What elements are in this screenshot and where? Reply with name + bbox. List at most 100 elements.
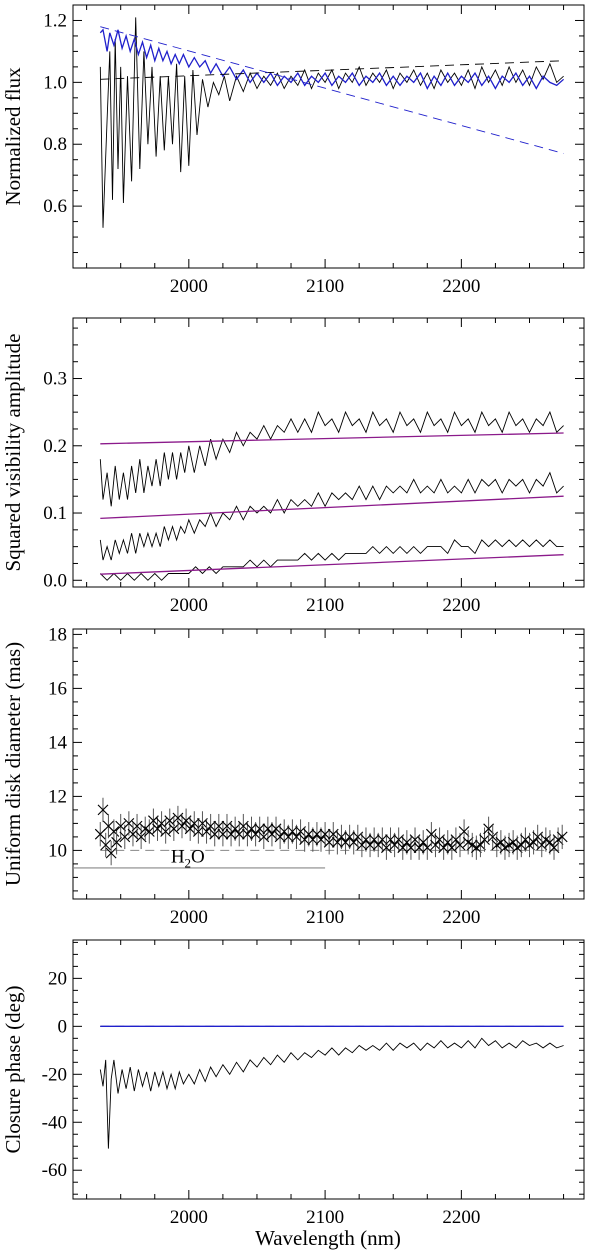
y-tick-label: -40 [42, 1112, 67, 1133]
data-point [475, 839, 486, 851]
data-point [160, 826, 172, 837]
series-line-reference [100, 60, 564, 80]
series-line-observed [99, 17, 564, 228]
data-point [507, 836, 519, 848]
x-tick-label: 2100 [306, 1207, 344, 1228]
data-point [295, 826, 306, 837]
data-point [446, 842, 458, 854]
x-tick-label: 2000 [170, 1207, 208, 1228]
data-point [515, 839, 527, 851]
x-tick-label: 2000 [170, 595, 208, 616]
data-point [336, 831, 347, 843]
data-point [389, 839, 400, 851]
data-point [156, 818, 167, 829]
data-point [168, 823, 180, 835]
data-point [225, 828, 237, 840]
panel-2: 0.0 0.1 0.2 0.3 2000 2100 2200 Squared visibili… [1, 317, 585, 616]
data-point [105, 847, 117, 859]
data-point [184, 823, 196, 835]
data-point [544, 836, 556, 848]
data-point [108, 826, 120, 837]
data-point [352, 831, 364, 843]
y-axis-title: Normalized flux [1, 67, 25, 206]
data-point [434, 834, 445, 845]
data-point [246, 823, 257, 835]
data-point [360, 834, 372, 845]
data-point [327, 828, 339, 840]
y-tick-label: 0.2 [43, 436, 67, 457]
data-point [483, 823, 495, 835]
data-point [344, 831, 356, 843]
data-point [164, 815, 176, 827]
data-point [148, 815, 159, 827]
data-point [528, 836, 539, 848]
y-tick-label: 0.0 [43, 570, 67, 591]
x-tick-label: 2100 [306, 907, 344, 928]
data-point [368, 834, 380, 845]
y-axis-title: Squared visibility amplitude [1, 334, 25, 572]
data-point [242, 828, 253, 840]
data-point [131, 820, 143, 832]
data-point [376, 834, 388, 845]
plot-frame [72, 4, 585, 269]
data-point [291, 831, 302, 843]
data-point [458, 826, 470, 837]
y-tick-label: 12 [48, 786, 67, 807]
data-point [364, 839, 376, 851]
data-point [233, 828, 245, 840]
y-tick-label: 1.0 [43, 72, 67, 93]
data-point [123, 818, 135, 829]
series-line-model [100, 432, 564, 445]
data-point [520, 834, 531, 845]
data-point [323, 836, 335, 848]
data-point [421, 842, 433, 854]
data-point [438, 842, 450, 854]
x-tick-label: 2200 [442, 1207, 480, 1228]
plot-area [99, 17, 565, 228]
data-point [331, 836, 343, 848]
data-point [237, 820, 249, 832]
data-point [430, 839, 441, 851]
data-point [401, 836, 413, 848]
data-point [278, 826, 290, 837]
y-tick-label: 0 [58, 1016, 68, 1037]
panel-4: -60 -40 -20 0 20 2000 2100 2200 Closure phase (d… [1, 939, 585, 1228]
series-line-reference [100, 26, 564, 154]
y-tick-label: 20 [48, 968, 67, 989]
y-tick-label: -20 [42, 1064, 67, 1085]
data-point [311, 828, 323, 840]
data-point [356, 839, 368, 851]
x-tick-label: 2000 [170, 907, 208, 928]
y-tick-label: 10 [48, 840, 67, 861]
data-point [152, 823, 163, 835]
data-point [425, 828, 437, 840]
data-point [213, 820, 225, 832]
data-point [405, 842, 417, 854]
x-tick-label: 2200 [442, 595, 480, 616]
data-point [250, 828, 261, 840]
data-point [372, 839, 384, 851]
data-point [229, 823, 241, 835]
panel-1: 0.6 0.8 1.0 1.2 2000 2100 2200 Normalized flux [1, 4, 585, 297]
y-tick-label: 0.8 [43, 134, 67, 155]
y-tick-label: 0.6 [43, 196, 67, 217]
data-point [111, 836, 122, 848]
y-tick-label: 16 [48, 678, 67, 699]
x-tick-label: 2100 [306, 276, 344, 297]
data-point [100, 839, 112, 851]
data-point [397, 842, 409, 854]
data-point [282, 831, 294, 843]
y-tick-label: -60 [42, 1160, 67, 1181]
data-point [479, 834, 490, 845]
data-point [180, 815, 192, 827]
data-point [217, 828, 229, 840]
data-point [172, 812, 184, 824]
data-point [205, 820, 217, 832]
data-point [381, 842, 392, 854]
data-point [266, 828, 278, 840]
x-tick-label: 2100 [306, 595, 344, 616]
data-point [287, 826, 298, 837]
data-point [548, 842, 560, 854]
data-point [413, 842, 425, 854]
h2o-annotation: H2O [171, 847, 205, 871]
